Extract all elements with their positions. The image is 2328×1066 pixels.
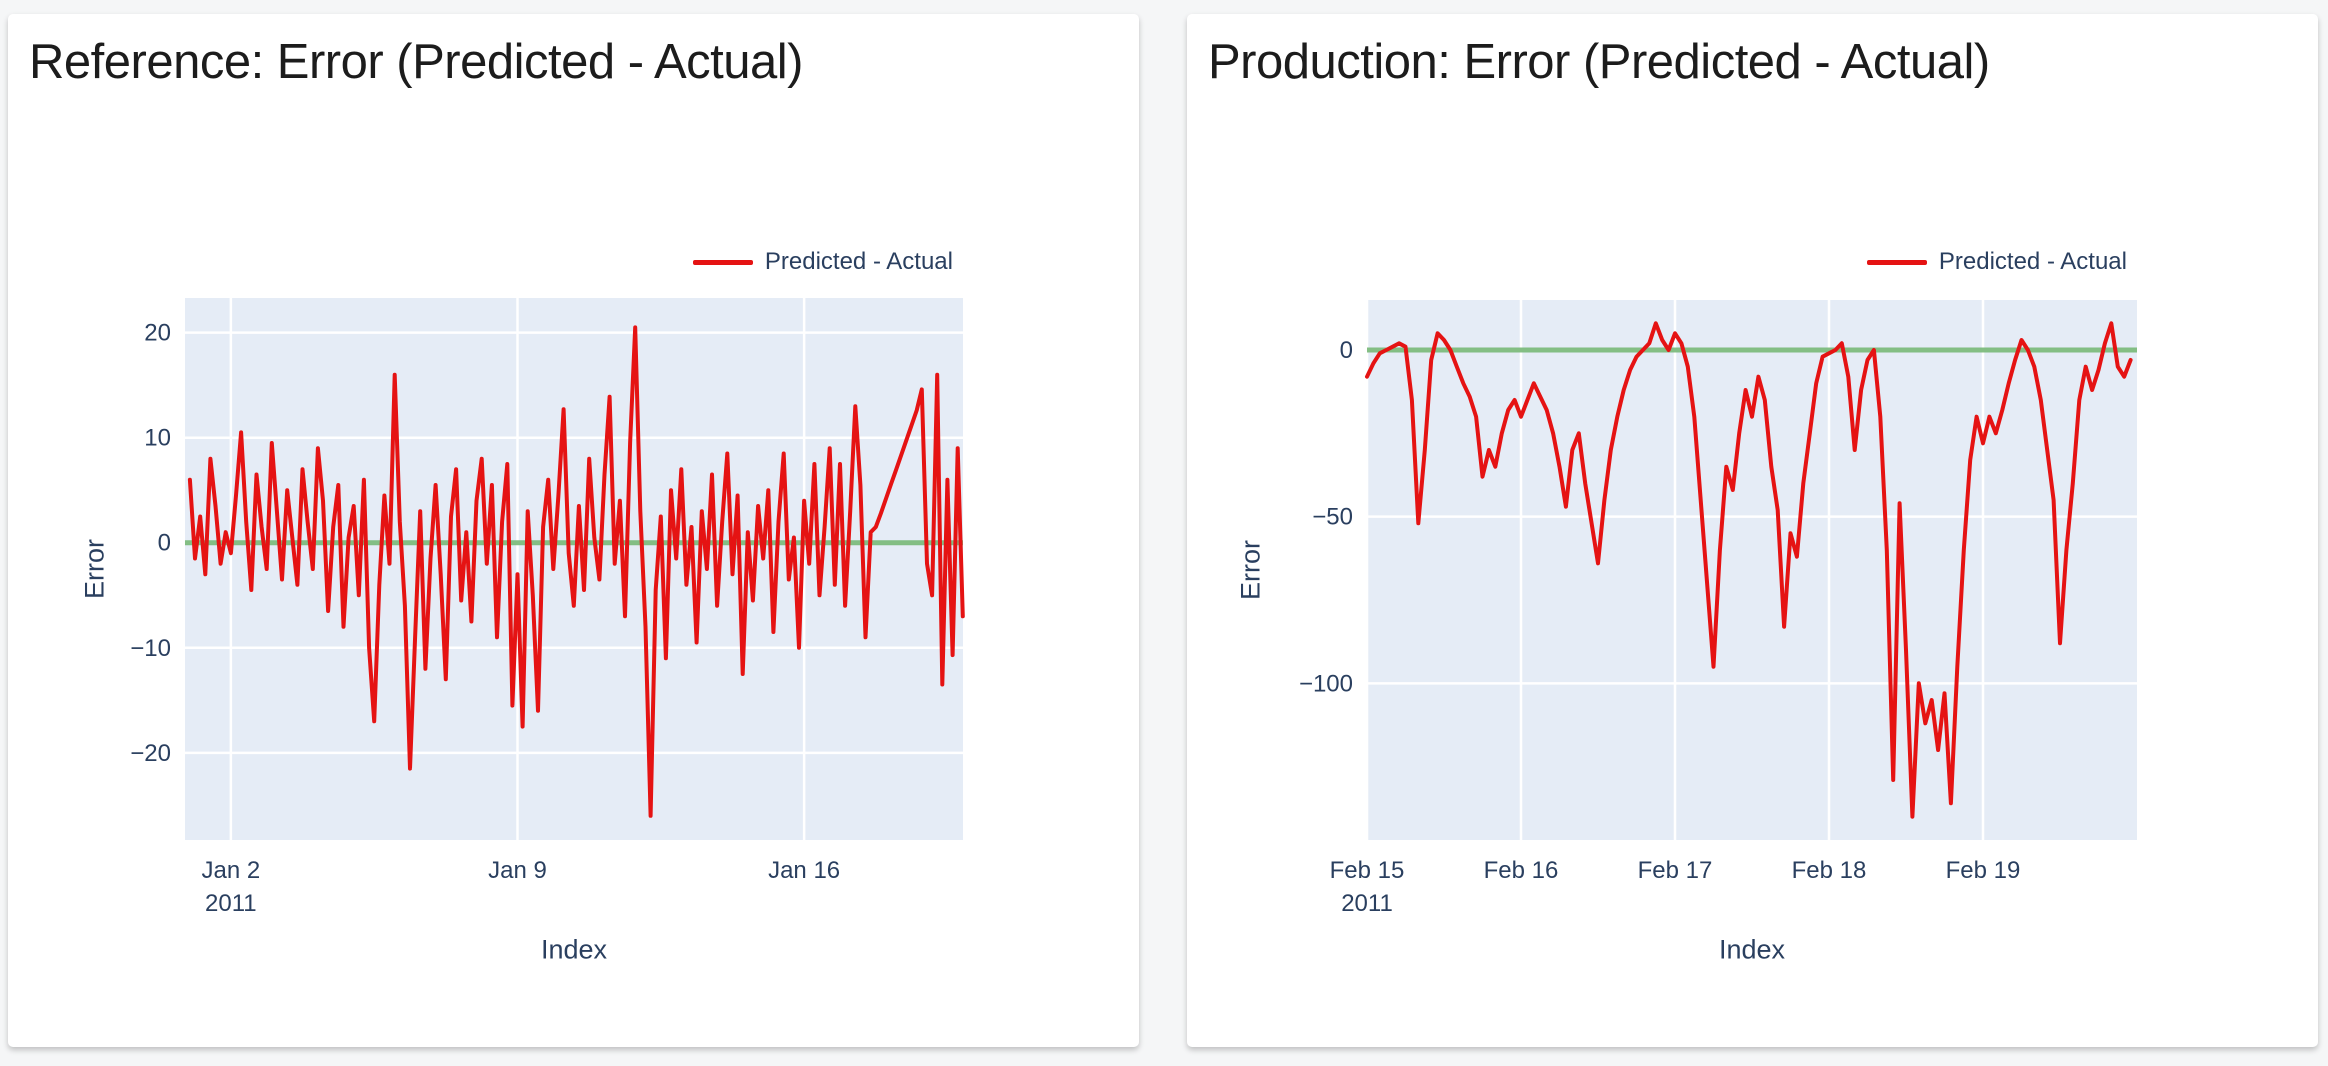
reference-y-axis-title: Error xyxy=(79,539,110,599)
production-legend[interactable]: Predicted - Actual xyxy=(1866,248,2127,276)
y-tick-label: 0 xyxy=(158,530,171,557)
error-series-line xyxy=(1365,321,2133,819)
plot-area xyxy=(1367,300,2137,840)
x-tick-label: Jan 9 xyxy=(488,857,547,884)
production-chart-card: Production: Error (Predicted - Actual) F… xyxy=(1187,14,2318,1047)
production-chart-title: Production: Error (Predicted - Actual) xyxy=(1208,35,1990,89)
x-tick-label: Jan 2 xyxy=(202,857,261,884)
production-x-axis-title: Index xyxy=(1718,934,1786,965)
error-series-line xyxy=(187,325,965,818)
production-error-plot[interactable]: Feb 15 2011 Feb 16 Feb 17 Feb 18 Feb 19 0 −50 −1… xyxy=(1187,14,2318,1047)
y-tick-label: −50 xyxy=(1312,504,1353,531)
y-tick-label: 20 xyxy=(144,320,171,347)
legend-label: Predicted - Actual xyxy=(1938,248,2127,275)
reference-legend[interactable]: Predicted - Actual xyxy=(692,248,953,276)
y-tick-label: 10 xyxy=(144,425,171,452)
x-tick-label: Jan 16 xyxy=(768,857,840,884)
x-tick-label: Feb 16 xyxy=(1484,857,1559,884)
reference-chart-title: Reference: Error (Predicted - Actual) xyxy=(29,35,803,89)
x-tick-sublabel: 2011 xyxy=(1341,890,1393,917)
y-tick-label: −10 xyxy=(130,635,171,662)
x-tick-sublabel: 2011 xyxy=(205,890,257,917)
y-tick-label: −100 xyxy=(1299,670,1353,697)
reference-error-plot[interactable]: Jan 2 2011 Jan 9 Jan 16 20 10 0 −10 −20 xyxy=(8,14,1139,1047)
y-tick-label: −20 xyxy=(130,740,171,767)
x-tick-label: Feb 18 xyxy=(1792,857,1867,884)
legend-line-swatch xyxy=(692,259,753,265)
legend-line-swatch xyxy=(1866,259,1927,265)
x-tick-label: Feb 17 xyxy=(1638,857,1713,884)
legend-label: Predicted - Actual xyxy=(764,248,953,275)
x-tick-label: Feb 19 xyxy=(1946,857,2021,884)
y-tick-label: 0 xyxy=(1340,337,1353,364)
reference-chart-card: Reference: Error (Predicted - Actual) Ja… xyxy=(8,14,1139,1047)
x-tick-label: Feb 15 xyxy=(1330,857,1405,884)
reference-x-axis-title: Index xyxy=(540,934,608,965)
production-y-axis-title: Error xyxy=(1235,540,1266,600)
